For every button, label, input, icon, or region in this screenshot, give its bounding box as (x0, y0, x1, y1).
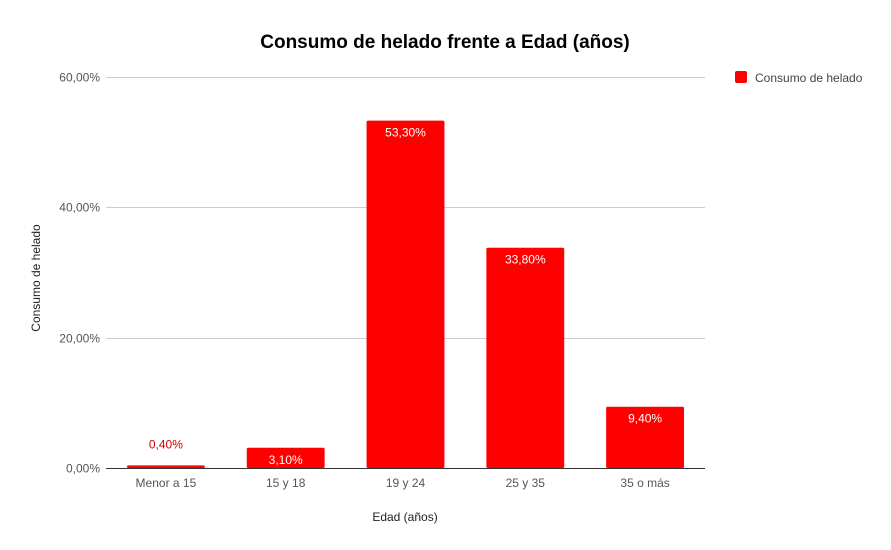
bar (246, 447, 325, 468)
legend-label: Consumo de helado (755, 71, 863, 85)
data-label: 3,10% (269, 453, 303, 467)
x-tick-label: Menor a 15 (136, 476, 197, 490)
x-tick-label: 19 y 24 (386, 476, 426, 490)
bar (366, 120, 445, 468)
legend-swatch (735, 71, 747, 83)
bar (126, 465, 205, 468)
bar (486, 247, 565, 468)
data-label: 9,40% (628, 412, 662, 426)
data-label: 33,80% (505, 253, 546, 267)
bar (606, 406, 685, 468)
y-tick-label: 0,00% (66, 462, 100, 476)
y-tick-label: 40,00% (59, 201, 100, 215)
y-tick-label: 20,00% (59, 332, 100, 346)
x-tick-label: 35 o más (620, 476, 669, 490)
x-tick-label: 25 y 35 (506, 476, 546, 490)
chart-title: Consumo de helado frente a Edad (años) (260, 32, 630, 53)
data-labels: 0,40% 3,10% 53,30% 33,80% 9,40% (149, 126, 663, 467)
y-axis-ticks: 0,00% 20,00% 40,00% 60,00% (59, 71, 100, 476)
y-axis-title: Consumo de helado (29, 224, 43, 332)
data-label: 0,40% (149, 437, 183, 451)
x-axis-ticks: Menor a 15 15 y 18 19 y 24 25 y 35 35 o más (136, 476, 670, 490)
y-tick-label: 60,00% (59, 71, 100, 85)
x-axis-title: Edad (años) (372, 510, 437, 524)
x-tick-label: 15 y 18 (266, 476, 306, 490)
bars (126, 120, 685, 468)
legend: Consumo de helado (735, 71, 863, 85)
data-label: 53,30% (385, 126, 426, 140)
